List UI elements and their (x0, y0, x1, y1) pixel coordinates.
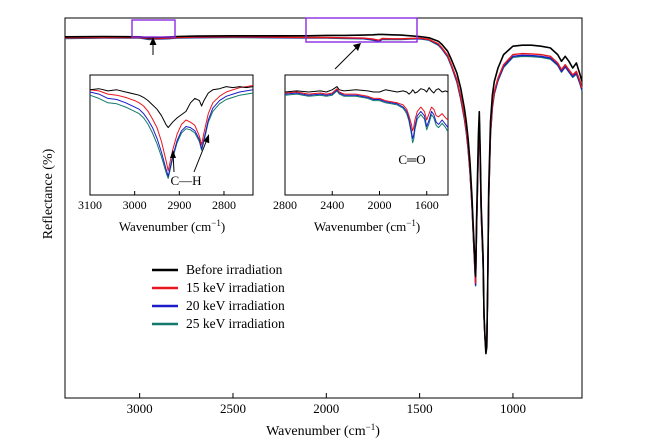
legend-label-k20: 20 keV irradiation (186, 298, 285, 313)
ch-inset-tick-label: 2800 (212, 198, 236, 212)
main-series-group (64, 33, 583, 355)
y-axis-title: Reflectance (%) (41, 148, 56, 239)
co-inset-x-title: Wavenumber (cm−1) (314, 218, 420, 234)
ch-inset-arrowhead (149, 37, 157, 45)
co-inset-series-k20 (284, 89, 449, 139)
ch-inset-x-ticks: 3100 3000 2900 2800 (78, 191, 236, 212)
co-inset-tick-label: 2400 (320, 198, 344, 212)
co-inset-tick-label: 2800 (273, 198, 297, 212)
main-x-tick-label: 1500 (407, 401, 433, 416)
main-x-tick-label: 2000 (313, 401, 339, 416)
co-inset-tick-label: 2000 (367, 198, 391, 212)
ch-annotation: C—H (170, 173, 201, 188)
co-inset-series-k15 (284, 88, 449, 132)
main-x-tick-label: 3000 (127, 401, 153, 416)
main-x-tick-label: 2500 (220, 401, 246, 416)
ch-annotation-arrowhead-2 (203, 134, 210, 144)
co-inset-tick-label: 1600 (415, 198, 439, 212)
main-series-before (64, 33, 583, 355)
main-x-tick-label: 1000 (500, 401, 526, 416)
legend-label-k25: 25 keV irradiation (186, 316, 285, 331)
ch-inset-x-title: Wavenumber (cm−1) (119, 218, 225, 234)
ch-inset: 3100 3000 2900 2800 Wavenumber (cm−1) C—H (78, 74, 254, 234)
co-inset: 2800 2400 2000 1600 Wavenumber (cm−1) C═O (273, 74, 449, 234)
ch-region-highlight (131, 19, 176, 38)
ch-inset-series-group (89, 85, 254, 179)
main-x-ticks: 3000 2500 2000 1500 1000 (127, 393, 526, 416)
co-inset-frame (284, 74, 449, 196)
ch-inset-series-before (89, 86, 254, 129)
co-inset-series-k25 (284, 90, 449, 144)
co-inset-series-group (284, 86, 449, 144)
co-region-highlight (305, 17, 418, 43)
ch-inset-series-k20 (89, 89, 254, 177)
ch-inset-series-k15 (89, 85, 254, 172)
co-inset-series-before (284, 86, 449, 95)
ch-annotation-arrow-2 (193, 136, 209, 173)
legend-label-k15: 15 keV irradiation (186, 280, 285, 295)
x-axis-title: Wavenumber (cm−1) (266, 422, 380, 439)
legend-label-before: Before irradiation (186, 262, 283, 277)
ch-inset-series-k25 (89, 92, 254, 179)
co-annotation: C═O (398, 152, 425, 167)
co-inset-x-ticks: 2800 2400 2000 1600 (273, 191, 439, 212)
co-inset-arrowhead (353, 43, 361, 51)
ch-inset-tick-label: 3000 (123, 198, 147, 212)
ch-annotation-arrowhead-1 (170, 150, 176, 158)
ch-inset-tick-label: 3100 (78, 198, 102, 212)
legend: Before irradiation 15 keV irradiation 20 k… (152, 262, 285, 331)
ch-inset-tick-label: 2900 (167, 198, 191, 212)
